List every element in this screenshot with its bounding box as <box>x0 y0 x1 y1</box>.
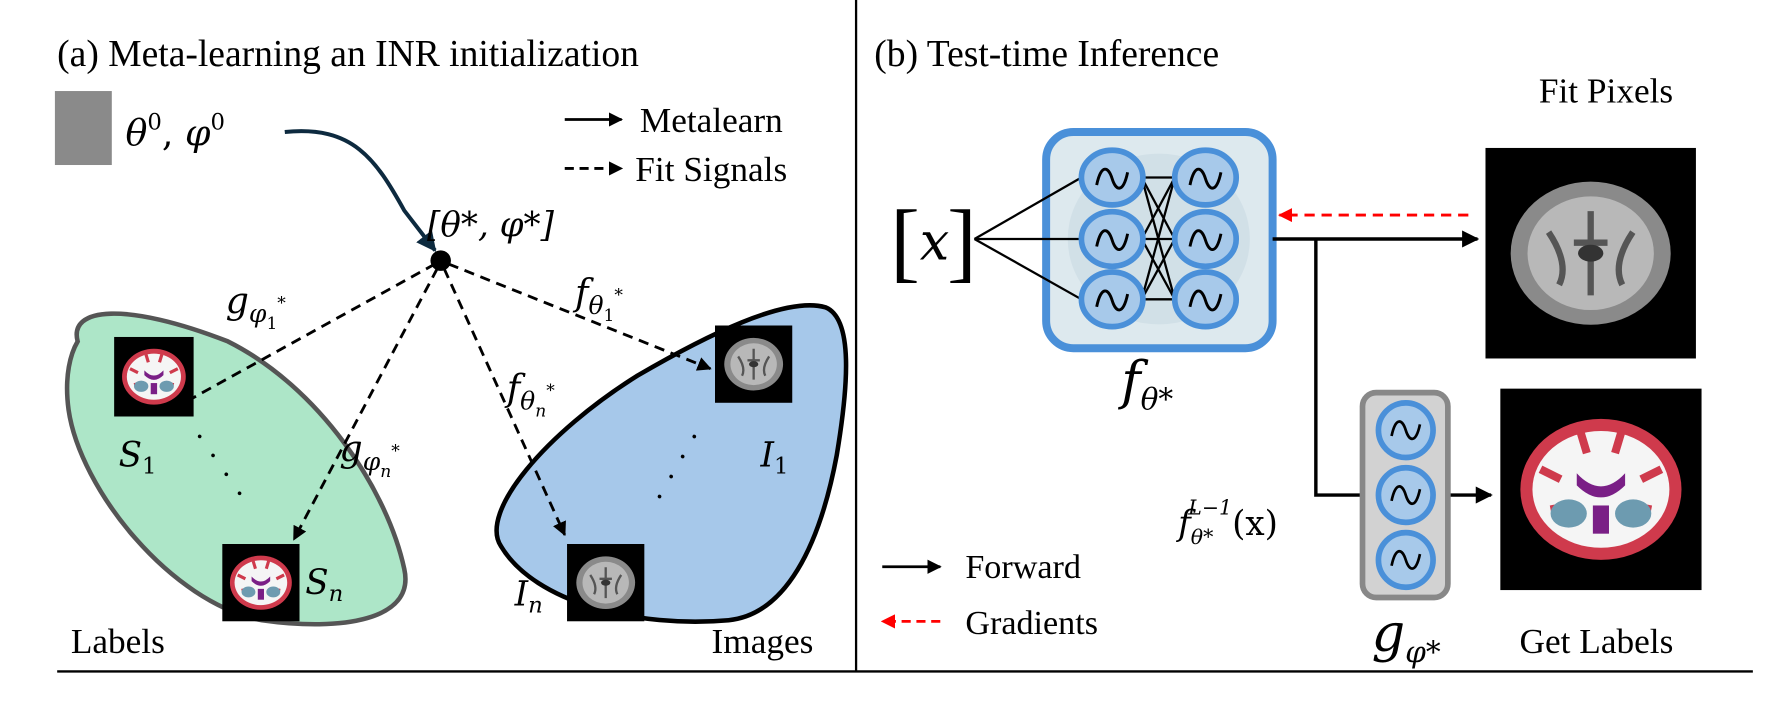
metalearn-arrow <box>284 129 437 252</box>
get-labels-label: Get Labels <box>1520 622 1674 661</box>
input-bracket-open: [ <box>890 193 920 291</box>
neuron-g-2 <box>1375 464 1436 526</box>
panel-a-title: (a) Meta-learning an INR initialization <box>57 34 639 75</box>
legend-metalearn-label: Metalearn <box>640 101 783 140</box>
input-connections <box>973 176 1082 301</box>
node-label-in: In <box>514 574 543 618</box>
segmentation-thumbnail-sn <box>222 543 300 622</box>
neuron-l1-3 <box>1078 269 1146 330</box>
neuron-l2-2 <box>1171 208 1240 270</box>
legend-gradients-label: Gradients <box>965 605 1098 642</box>
panel-b-title: (b) Test-time Inference <box>874 34 1219 75</box>
neuron-l2-3 <box>1171 269 1240 330</box>
legend-fit-signals-label: Fit Signals <box>635 150 787 189</box>
mri-thumbnail-i1 <box>714 325 793 403</box>
fit-edge-in <box>442 267 567 537</box>
images-region-label: Images <box>712 622 814 661</box>
network-g-label: gφ* <box>1372 603 1441 669</box>
network-f-label: fθ* <box>1117 350 1173 416</box>
input-bracket-close: ] <box>947 193 977 291</box>
mri-thumbnail-in <box>567 543 645 622</box>
network-g-neurons <box>1375 400 1436 591</box>
hidden-connections <box>1140 176 1176 301</box>
edge-label-fn: fθn* <box>504 367 556 422</box>
random-init-image <box>54 91 112 166</box>
init-params-label: θ0, φ0 <box>125 110 225 155</box>
fit-pixels-label: Fit Pixels <box>1539 71 1673 110</box>
neuron-g-1 <box>1375 400 1436 461</box>
reconstructed-mri-image <box>1485 148 1696 359</box>
neuron-l1-1 <box>1078 147 1146 208</box>
meta-params-label: [θ*, φ*] <box>427 206 555 246</box>
neuron-l1-2 <box>1078 208 1146 270</box>
node-label-sn: Sn <box>305 563 343 607</box>
segmentation-thumbnail-s1 <box>114 336 194 417</box>
input-variable: x <box>920 211 950 272</box>
neuron-l2-1 <box>1171 147 1240 208</box>
fit-edge-i1 <box>448 262 712 371</box>
node-label-s1: S1 <box>119 436 157 480</box>
meta-params-node <box>430 250 451 271</box>
neuron-g-3 <box>1375 529 1436 591</box>
edge-label-g1: gφ1* <box>226 279 287 334</box>
predicted-segmentation-image <box>1500 389 1701 590</box>
network-f-neurons <box>1078 147 1240 330</box>
fit-edge-s1 <box>187 262 436 402</box>
labels-region-label: Labels <box>71 622 165 661</box>
feature-label: fθ*L−1(x) <box>1175 495 1278 549</box>
edge-label-gn: gφn* <box>339 427 400 482</box>
feature-branch-line <box>1314 238 1363 497</box>
legend-forward-label: Forward <box>965 549 1081 586</box>
node-label-i1: I1 <box>759 436 788 480</box>
